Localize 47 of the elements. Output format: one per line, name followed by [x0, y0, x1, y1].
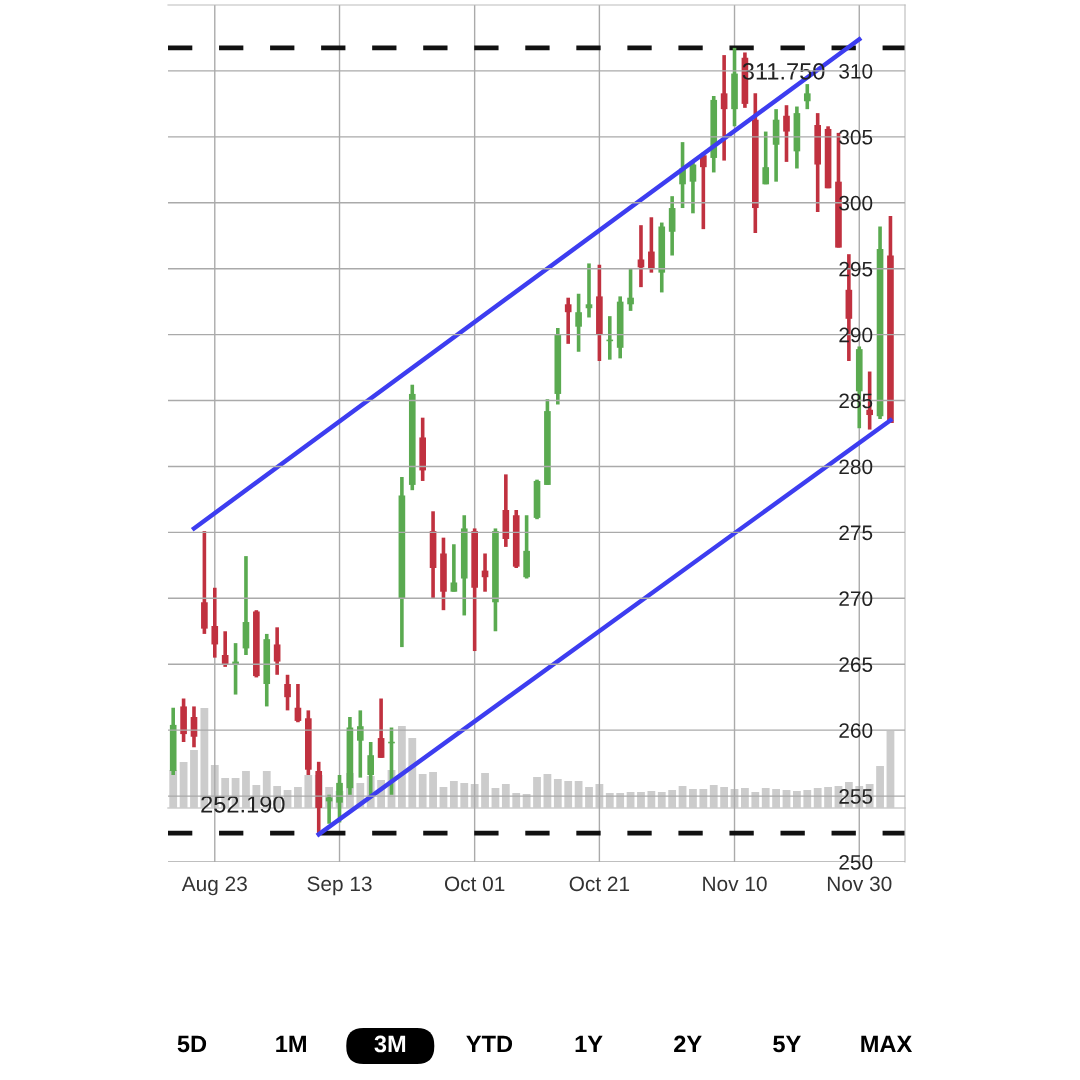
y-tick-label: 305 — [839, 129, 873, 145]
candlestick — [284, 674, 291, 711]
candlestick — [668, 196, 676, 256]
x-tick-label: Oct 01 — [444, 876, 505, 892]
candlestick — [627, 268, 634, 311]
candlestick — [762, 131, 770, 185]
candlestick — [356, 710, 364, 778]
y-tick-label: 275 — [839, 525, 873, 541]
y-tick-label: 295 — [839, 261, 873, 277]
ref-line-label: 311.750 — [742, 62, 825, 80]
candlestick — [273, 627, 281, 675]
candlestick — [575, 293, 582, 352]
text: 1M — [276, 1035, 306, 1053]
y-tick-label: 270 — [839, 591, 873, 607]
y-tick-label: 290 — [839, 327, 873, 343]
text: YTD — [466, 1035, 513, 1053]
text: 5D — [177, 1035, 207, 1053]
x-tick-label: Sep 13 — [307, 876, 372, 896]
candlestick — [700, 152, 707, 230]
text: 2Y — [674, 1035, 702, 1053]
text: 5Y — [773, 1035, 801, 1053]
candlestick — [783, 105, 790, 162]
candlestick — [377, 698, 385, 758]
candlestick — [637, 225, 645, 288]
y-tick-label: 300 — [839, 195, 873, 211]
y-tick-label: 280 — [839, 459, 873, 475]
text: 3M — [374, 1035, 406, 1053]
x-tick-label: Nov 10 — [703, 876, 767, 892]
candlestick — [803, 84, 811, 110]
text: MAX — [861, 1035, 913, 1053]
x-tick-label: Nov 30 — [827, 876, 892, 892]
x-tick-label: Aug 23 — [181, 876, 247, 896]
candlestick — [648, 217, 655, 273]
y-tick-label: 285 — [839, 393, 873, 409]
candlestick — [564, 297, 572, 344]
y-tick-label: 250 — [839, 855, 873, 870]
candlestick — [211, 587, 219, 658]
y-tick-label: 265 — [839, 657, 873, 672]
candlestick — [720, 55, 728, 161]
x-tick-label: Oct 21 — [569, 876, 630, 892]
candlestick — [450, 544, 458, 592]
text: 1Y — [575, 1035, 603, 1053]
y-tick-label: 260 — [839, 723, 873, 738]
candlestick — [585, 263, 593, 318]
y-tick-label: 310 — [839, 63, 873, 79]
y-tick-label: 255 — [839, 789, 873, 804]
ref-line-label: 252.190 — [201, 795, 285, 813]
